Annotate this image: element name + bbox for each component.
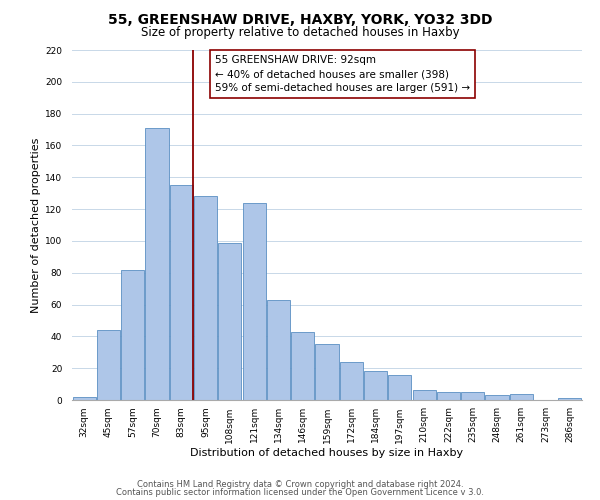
Bar — [388, 374, 412, 400]
Bar — [267, 300, 290, 400]
Bar — [559, 398, 581, 400]
Bar — [291, 332, 314, 400]
Bar — [461, 392, 484, 400]
Bar — [437, 392, 460, 400]
Text: 55 GREENSHAW DRIVE: 92sqm
← 40% of detached houses are smaller (398)
59% of semi: 55 GREENSHAW DRIVE: 92sqm ← 40% of detac… — [215, 55, 470, 93]
Text: 55, GREENSHAW DRIVE, HAXBY, YORK, YO32 3DD: 55, GREENSHAW DRIVE, HAXBY, YORK, YO32 3… — [108, 12, 492, 26]
Bar — [242, 202, 266, 400]
Bar — [170, 185, 193, 400]
Bar — [485, 395, 509, 400]
Bar — [121, 270, 144, 400]
Bar — [145, 128, 169, 400]
Bar — [413, 390, 436, 400]
Bar — [316, 344, 338, 400]
Bar — [194, 196, 217, 400]
Bar — [340, 362, 363, 400]
Bar — [364, 372, 387, 400]
Bar — [510, 394, 533, 400]
Bar — [97, 330, 120, 400]
Y-axis label: Number of detached properties: Number of detached properties — [31, 138, 41, 312]
Text: Size of property relative to detached houses in Haxby: Size of property relative to detached ho… — [140, 26, 460, 39]
Bar — [218, 242, 241, 400]
X-axis label: Distribution of detached houses by size in Haxby: Distribution of detached houses by size … — [190, 448, 464, 458]
Bar — [73, 397, 95, 400]
Text: Contains public sector information licensed under the Open Government Licence v : Contains public sector information licen… — [116, 488, 484, 497]
Text: Contains HM Land Registry data © Crown copyright and database right 2024.: Contains HM Land Registry data © Crown c… — [137, 480, 463, 489]
